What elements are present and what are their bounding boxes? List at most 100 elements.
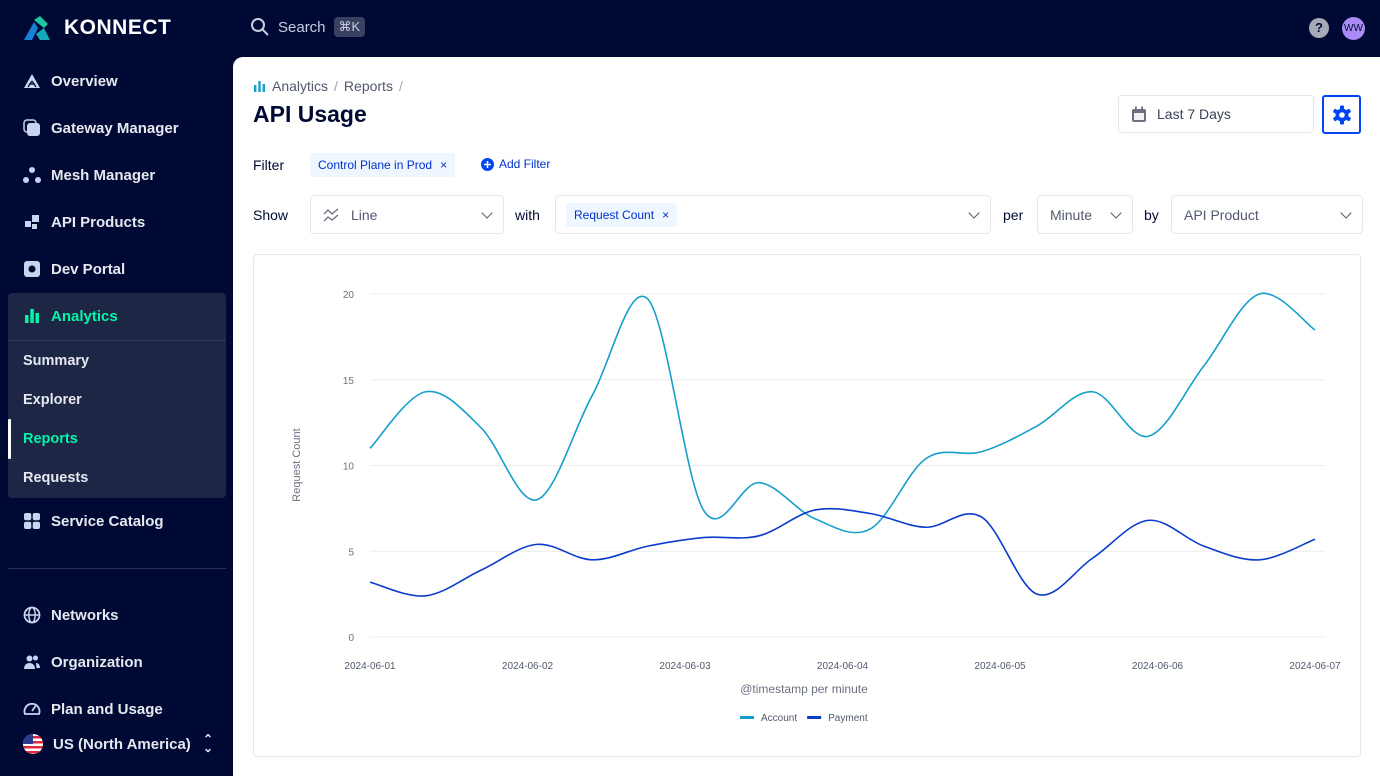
y-tick-label: 20 bbox=[343, 290, 355, 301]
y-tick-label: 5 bbox=[348, 547, 354, 558]
plus-circle-icon bbox=[481, 157, 494, 171]
breadcrumb: Analytics / Reports / bbox=[253, 78, 403, 94]
sidebar-item-label: Mesh Manager bbox=[51, 166, 156, 184]
x-axis-title: @timestamp per minute bbox=[740, 682, 868, 696]
region-label: US (North America) bbox=[53, 735, 191, 753]
y-tick-label: 0 bbox=[348, 633, 354, 644]
main-content: Analytics / Reports / API Usage Last 7 D… bbox=[233, 57, 1380, 776]
analytics-icon bbox=[25, 309, 39, 323]
x-tick-label: 2024-06-03 bbox=[659, 661, 711, 672]
sidebar-item-label: Gateway Manager bbox=[51, 119, 179, 137]
sidebar-item-mesh-manager[interactable]: Mesh Manager bbox=[23, 164, 155, 186]
breadcrumb-reports[interactable]: Reports bbox=[343, 78, 393, 94]
sidebar-item-api-products[interactable]: API Products bbox=[23, 211, 145, 233]
x-tick-label: 2024-06-07 bbox=[1289, 661, 1341, 672]
date-range-value: Last 7 Days bbox=[1157, 106, 1231, 122]
gateway-icon bbox=[23, 119, 40, 136]
sidebar-item-overview[interactable]: Overview bbox=[23, 70, 118, 92]
add-filter-label: Add Filter bbox=[499, 157, 551, 171]
line-chart-icon bbox=[323, 208, 339, 221]
legend-swatch bbox=[807, 716, 822, 719]
analytics-icon bbox=[254, 81, 265, 92]
close-icon[interactable]: × bbox=[662, 207, 670, 222]
metric-chip-label: Request Count bbox=[574, 207, 655, 222]
dimension-select[interactable]: API Product bbox=[1171, 195, 1363, 234]
sidebar: Overview Gateway Manager Mesh Manager AP… bbox=[0, 0, 233, 776]
search-button[interactable]: Search ⌘K bbox=[250, 17, 366, 37]
series-line-account[interactable] bbox=[369, 292, 1316, 534]
sidebar-item-label: Service Catalog bbox=[51, 512, 164, 530]
legend-item[interactable]: Payment bbox=[828, 713, 868, 724]
y-axis-title: Request Count bbox=[291, 428, 303, 501]
sidebar-item-analytics[interactable]: Analytics bbox=[23, 305, 118, 327]
analytics-group: Analytics Summary Explorer Reports Reque… bbox=[8, 293, 226, 498]
sidebar-subitem-reports[interactable]: Reports bbox=[23, 431, 78, 447]
globe-icon bbox=[23, 606, 41, 624]
breadcrumb-separator: / bbox=[398, 78, 403, 94]
sidebar-item-organization[interactable]: Organization bbox=[23, 651, 143, 673]
x-tick-label: 2024-06-06 bbox=[1132, 661, 1184, 672]
search-label: Search bbox=[278, 18, 326, 36]
gauge-icon bbox=[23, 702, 41, 715]
show-label: Show bbox=[253, 207, 289, 223]
dev-portal-icon bbox=[24, 261, 40, 277]
us-flag-icon bbox=[23, 734, 43, 754]
sidebar-subitem-requests[interactable]: Requests bbox=[23, 470, 89, 486]
sidebar-item-service-catalog[interactable]: Service Catalog bbox=[23, 510, 164, 532]
settings-button[interactable] bbox=[1322, 95, 1361, 134]
x-tick-label: 2024-06-02 bbox=[502, 661, 554, 672]
metric-chip[interactable]: Request Count × bbox=[566, 202, 678, 227]
divider bbox=[8, 568, 226, 569]
close-icon[interactable]: × bbox=[440, 158, 448, 172]
active-indicator bbox=[8, 419, 11, 459]
sidebar-item-networks[interactable]: Networks bbox=[23, 604, 119, 626]
y-tick-label: 10 bbox=[343, 462, 355, 473]
sidebar-item-label: Analytics bbox=[51, 307, 118, 325]
gear-icon bbox=[1332, 105, 1351, 124]
dimension-value: API Product bbox=[1184, 206, 1259, 223]
chart-type-select[interactable]: Line bbox=[310, 195, 504, 234]
page-title: API Usage bbox=[253, 101, 367, 127]
users-icon bbox=[24, 655, 40, 669]
sidebar-item-dev-portal[interactable]: Dev Portal bbox=[23, 258, 125, 280]
with-label: with bbox=[515, 207, 540, 223]
legend-swatch bbox=[740, 716, 754, 719]
app-name: KONNECT bbox=[64, 16, 172, 39]
breadcrumb-separator: / bbox=[334, 78, 338, 94]
per-label: per bbox=[1003, 207, 1024, 223]
service-catalog-icon bbox=[24, 513, 40, 529]
filter-chip-label: Control Plane in Prod bbox=[318, 158, 433, 172]
sidebar-item-label: Dev Portal bbox=[51, 260, 126, 278]
add-filter-button[interactable]: Add Filter bbox=[481, 157, 550, 171]
y-tick-label: 15 bbox=[343, 376, 355, 387]
region-selector[interactable]: US (North America) ⌃ ⌄ bbox=[23, 733, 213, 755]
date-range-picker[interactable]: Last 7 Days bbox=[1118, 95, 1314, 133]
search-icon bbox=[251, 18, 269, 36]
kong-logo-icon bbox=[24, 16, 50, 40]
api-products-icon bbox=[25, 215, 39, 229]
x-tick-label: 2024-06-05 bbox=[974, 661, 1026, 672]
breadcrumb-analytics[interactable]: Analytics bbox=[272, 78, 329, 94]
legend-item[interactable]: Account bbox=[761, 713, 797, 724]
granularity-select[interactable]: Minute bbox=[1037, 195, 1133, 234]
sidebar-item-gateway-manager[interactable]: Gateway Manager bbox=[23, 117, 179, 139]
series-line-payment[interactable] bbox=[369, 507, 1316, 597]
calendar-icon bbox=[1132, 106, 1146, 122]
sidebar-item-plan-and-usage[interactable]: Plan and Usage bbox=[23, 698, 163, 720]
metric-select[interactable]: Request Count × bbox=[555, 195, 991, 234]
mesh-icon bbox=[23, 167, 41, 183]
help-icon[interactable]: ? bbox=[1309, 18, 1329, 38]
x-tick-label: 2024-06-04 bbox=[817, 661, 869, 672]
sidebar-subitem-explorer[interactable]: Explorer bbox=[23, 392, 82, 408]
avatar[interactable]: WW bbox=[1342, 17, 1365, 40]
sidebar-item-label: Networks bbox=[51, 606, 119, 624]
by-label: by bbox=[1144, 207, 1159, 223]
chevron-up-down-icon: ⌃ ⌄ bbox=[202, 732, 213, 755]
divider bbox=[8, 340, 226, 341]
sidebar-item-label: Plan and Usage bbox=[51, 700, 163, 718]
filter-chip[interactable]: Control Plane in Prod × bbox=[310, 153, 456, 177]
sidebar-subitem-summary[interactable]: Summary bbox=[23, 353, 90, 369]
sidebar-item-label: Organization bbox=[51, 653, 143, 671]
konnect-logo[interactable]: KONNECT bbox=[22, 14, 171, 42]
